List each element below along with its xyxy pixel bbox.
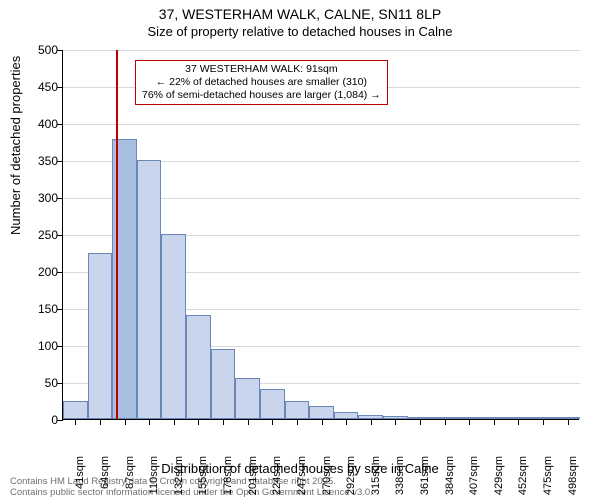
x-tick xyxy=(100,419,101,425)
annotation-box: 37 WESTERHAM WALK: 91sqm← 22% of detache… xyxy=(135,60,388,105)
x-tick-label: 270sqm xyxy=(321,456,333,504)
histogram-bar xyxy=(211,349,236,419)
x-tick xyxy=(568,419,569,425)
x-tick-label: 315sqm xyxy=(370,456,382,504)
histogram-bar xyxy=(334,412,359,419)
x-tick-label: 201sqm xyxy=(247,456,259,504)
annotation-line: 37 WESTERHAM WALK: 91sqm xyxy=(142,63,381,76)
y-tick-label: 450 xyxy=(24,80,58,94)
histogram-bar xyxy=(482,417,507,419)
x-tick xyxy=(371,419,372,425)
y-tick-label: 200 xyxy=(24,265,58,279)
x-tick xyxy=(469,419,470,425)
x-tick-label: 475sqm xyxy=(542,456,554,504)
x-tick-label: 338sqm xyxy=(394,456,406,504)
y-axis-label: Number of detached properties xyxy=(8,56,23,235)
histogram-bar xyxy=(383,416,408,419)
x-tick xyxy=(420,419,421,425)
histogram-bar xyxy=(457,417,482,419)
histogram-bar xyxy=(432,417,457,419)
y-tick-label: 500 xyxy=(24,43,58,57)
x-tick-label: 429sqm xyxy=(493,456,505,504)
y-tick-label: 400 xyxy=(24,117,58,131)
y-tick-label: 350 xyxy=(24,154,58,168)
annotation-line: 76% of semi-detached houses are larger (… xyxy=(142,89,381,102)
y-tick-label: 300 xyxy=(24,191,58,205)
x-tick-label: 41sqm xyxy=(74,456,86,504)
y-tick-label: 100 xyxy=(24,339,58,353)
x-tick xyxy=(543,419,544,425)
x-tick xyxy=(322,419,323,425)
title-line-1: 37, WESTERHAM WALK, CALNE, SN11 8LP xyxy=(0,6,600,24)
attribution-footer: Contains HM Land Registry data © Crown c… xyxy=(10,477,373,498)
histogram-bar xyxy=(260,389,285,419)
y-tick-label: 250 xyxy=(24,228,58,242)
x-tick-label: 64sqm xyxy=(99,456,111,504)
histogram-bar xyxy=(555,417,580,419)
x-tick-label: 292sqm xyxy=(345,456,357,504)
grid-line xyxy=(63,124,580,125)
x-tick xyxy=(445,419,446,425)
x-tick xyxy=(272,419,273,425)
histogram-bar xyxy=(531,417,556,419)
footer-line-2: Contains public sector information licen… xyxy=(10,488,373,498)
x-tick xyxy=(198,419,199,425)
x-tick xyxy=(297,419,298,425)
y-tick-label: 0 xyxy=(24,413,58,427)
x-tick-label: 132sqm xyxy=(173,456,185,504)
x-tick-label: 498sqm xyxy=(567,456,579,504)
x-tick-label: 87sqm xyxy=(124,456,136,504)
x-tick-label: 224sqm xyxy=(271,456,283,504)
footer-line-1: Contains HM Land Registry data © Crown c… xyxy=(10,477,373,487)
x-tick xyxy=(125,419,126,425)
x-tick-label: 155sqm xyxy=(197,456,209,504)
y-tick-label: 150 xyxy=(24,302,58,316)
x-tick-label: 110sqm xyxy=(148,456,160,504)
histogram-bar xyxy=(186,315,211,419)
x-tick-label: 452sqm xyxy=(517,456,529,504)
x-tick xyxy=(248,419,249,425)
x-tick xyxy=(149,419,150,425)
x-tick xyxy=(518,419,519,425)
x-tick-label: 247sqm xyxy=(296,456,308,504)
histogram-bar xyxy=(63,401,88,420)
plot-area: 37 WESTERHAM WALK: 91sqm← 22% of detache… xyxy=(62,50,579,420)
x-tick xyxy=(395,419,396,425)
x-tick xyxy=(174,419,175,425)
histogram-bar xyxy=(161,234,186,419)
x-tick xyxy=(494,419,495,425)
x-tick xyxy=(346,419,347,425)
histogram-bar xyxy=(137,160,162,419)
x-tick xyxy=(223,419,224,425)
y-tick-label: 50 xyxy=(24,376,58,390)
histogram-bar xyxy=(235,378,260,419)
histogram-bar xyxy=(506,417,531,419)
x-tick-label: 361sqm xyxy=(419,456,431,504)
histogram-bar xyxy=(408,417,433,419)
histogram-bar xyxy=(309,406,334,419)
histogram-bar xyxy=(285,401,310,420)
histogram-bar xyxy=(88,253,113,420)
x-tick-label: 407sqm xyxy=(468,456,480,504)
title-line-2: Size of property relative to detached ho… xyxy=(0,24,600,40)
annotation-line: ← 22% of detached houses are smaller (31… xyxy=(142,76,381,89)
grid-line xyxy=(63,50,580,51)
x-tick-label: 178sqm xyxy=(222,456,234,504)
x-tick-label: 384sqm xyxy=(444,456,456,504)
x-tick xyxy=(75,419,76,425)
chart-title: 37, WESTERHAM WALK, CALNE, SN11 8LP Size… xyxy=(0,0,600,40)
histogram-bar xyxy=(358,415,383,419)
reference-line xyxy=(116,50,118,419)
plot-wrapper: 37 WESTERHAM WALK: 91sqm← 22% of detache… xyxy=(62,50,579,420)
